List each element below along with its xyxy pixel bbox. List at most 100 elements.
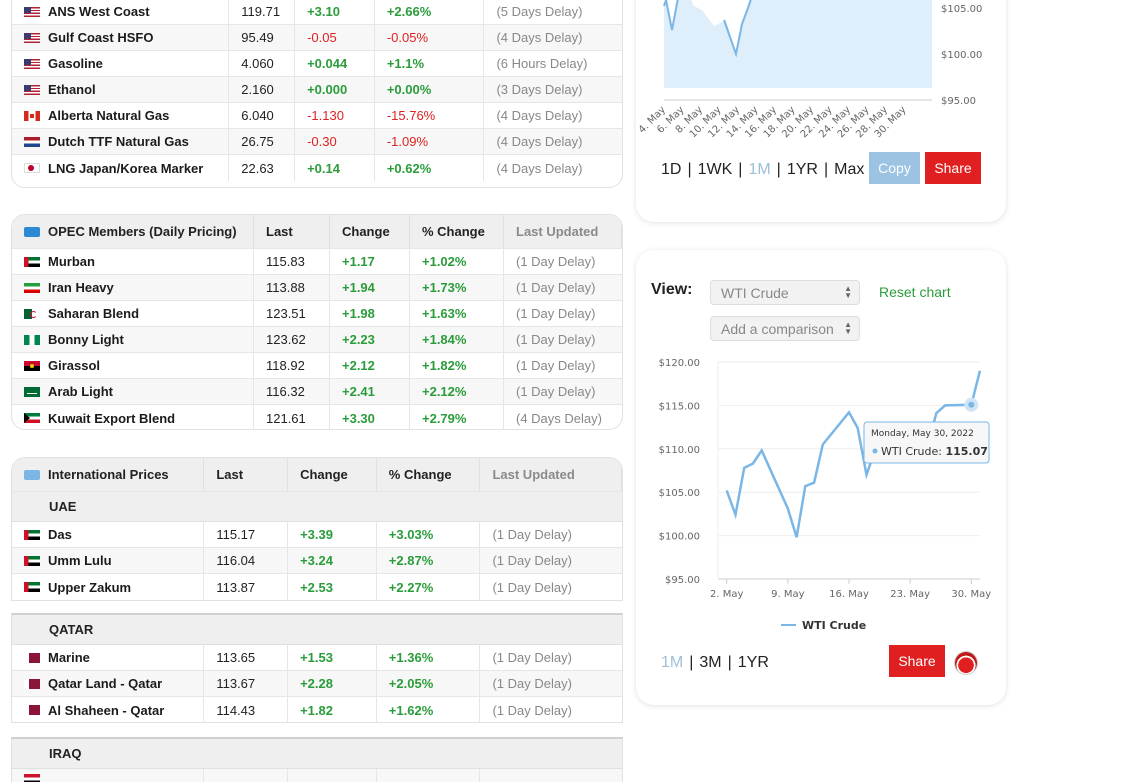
commodity-name-cell[interactable]: Das bbox=[12, 522, 205, 547]
commodity-name-cell[interactable]: Kuwait Export Blend bbox=[12, 405, 254, 429]
percent-change: +2.66% bbox=[375, 0, 485, 24]
oil-drop-icon[interactable] bbox=[955, 652, 977, 674]
last-price: 121.61 bbox=[254, 405, 330, 429]
commodity-name-cell[interactable]: ANS West Coast bbox=[12, 0, 230, 24]
table-row[interactable]: Umm Lulu 116.04 +3.24 +2.87% (1 Day Delay) bbox=[12, 548, 622, 574]
commodity-name-cell[interactable]: Iran Heavy bbox=[12, 275, 254, 300]
commodity-name-cell[interactable]: Saharan Blend bbox=[12, 301, 254, 326]
table-row[interactable]: Alberta Natural Gas 6.040 -1.130 -15.76% (4 … bbox=[12, 103, 622, 129]
commodity-name[interactable]: Arab Light bbox=[48, 384, 113, 399]
commodity-name[interactable]: Saharan Blend bbox=[48, 306, 140, 321]
table-row[interactable]: ANS West Coast 119.71 +3.10 +2.66% (5 Days D… bbox=[12, 0, 622, 25]
commodity-name-cell[interactable]: Arab Light bbox=[12, 379, 254, 404]
table-row[interactable]: Gulf Coast HSFO 95.49 -0.05 -0.05% (4 Days D… bbox=[12, 25, 622, 51]
table-row[interactable]: Saharan Blend 123.51 +1.98 +1.63% (1 Day Del… bbox=[12, 301, 622, 327]
price-change: +3.10 bbox=[295, 0, 375, 24]
commodity-name[interactable]: Umm Lulu bbox=[48, 553, 112, 568]
table-row[interactable]: Murban 115.83 +1.17 +1.02% (1 Day Delay) bbox=[12, 249, 622, 275]
intl-header-change[interactable]: Change bbox=[288, 458, 377, 491]
price-chart-card: $105.00 $100.00 $95.00 4. May 6. May 8. Ma… bbox=[636, 0, 1006, 222]
commodity-name[interactable]: LNG Japan/Korea Marker bbox=[48, 160, 204, 176]
commodity-name[interactable]: Girassol bbox=[48, 358, 101, 373]
table-row[interactable]: Girassol 118.92 +2.12 +1.82% (1 Day Delay) bbox=[12, 353, 622, 379]
commodity-name-cell[interactable]: Dutch TTF Natural Gas bbox=[12, 129, 230, 154]
commodity-name-cell[interactable]: Gasoline bbox=[12, 51, 230, 76]
intl-header-last[interactable]: Last bbox=[204, 458, 289, 491]
commodity-name[interactable]: Dutch TTF Natural Gas bbox=[48, 134, 189, 149]
reset-chart-link[interactable]: Reset chart bbox=[879, 284, 951, 300]
last-price: 115.83 bbox=[254, 249, 330, 274]
commodity-name-cell[interactable]: Qatar Land - Qatar bbox=[12, 671, 205, 696]
price-change: +1.82 bbox=[288, 697, 377, 723]
table-row[interactable]: Iran Heavy 113.88 +1.94 +1.73% (1 Day Delay) bbox=[12, 275, 622, 301]
price-change: +0.000 bbox=[295, 77, 375, 102]
commodity-name-cell[interactable]: Marine bbox=[12, 645, 205, 670]
x-tick: 2. May bbox=[710, 589, 743, 600]
commodity-name[interactable]: Murban bbox=[48, 254, 95, 269]
commodity-name[interactable]: Bonny Light bbox=[48, 332, 124, 347]
commodity-name-cell[interactable]: LNG Japan/Korea Marker bbox=[12, 155, 230, 181]
intl-header-updated[interactable]: Last Updated bbox=[480, 458, 622, 491]
table-row[interactable]: LNG Japan/Korea Marker 22.63 +0.14 +0.62% (4… bbox=[12, 155, 622, 181]
table-row[interactable]: Das 115.17 +3.39 +3.03% (1 Day Delay) bbox=[12, 522, 622, 548]
commodity-name-cell[interactable]: Al Shaheen - Qatar bbox=[12, 697, 205, 723]
commodity-name[interactable]: Alberta Natural Gas bbox=[48, 108, 170, 123]
commodity-select[interactable]: WTI Crude ▲ ▼ bbox=[710, 280, 860, 305]
range-1m[interactable]: 1M bbox=[748, 161, 771, 178]
range-1yr[interactable]: 1YR bbox=[786, 161, 818, 178]
commodity-name[interactable]: Ethanol bbox=[48, 82, 96, 97]
comparison-select[interactable]: Add a comparison ▲ ▼ bbox=[710, 316, 860, 341]
opec-header-pct[interactable]: % Change bbox=[410, 215, 504, 248]
commodity-name[interactable]: Marine bbox=[48, 650, 90, 665]
intl-header-name[interactable]: International Prices bbox=[48, 467, 169, 482]
commodity-name[interactable]: Gasoline bbox=[48, 56, 103, 71]
chart-legend[interactable]: WTI Crude bbox=[781, 619, 866, 632]
range-3m[interactable]: 3M bbox=[699, 654, 722, 671]
commodity-name[interactable]: Qatar Land - Qatar bbox=[48, 676, 163, 691]
commodity-name[interactable]: Upper Zakum bbox=[48, 579, 132, 595]
commodity-name-cell[interactable]: Murban bbox=[12, 249, 254, 274]
copy-button[interactable]: Copy bbox=[869, 152, 920, 184]
commodity-name[interactable]: Kuwait Export Blend bbox=[48, 410, 176, 426]
range-max[interactable]: Max bbox=[834, 161, 865, 178]
wti-price-chart[interactable]: $95.00 $100.00 $105.00 $110.00 $115.00 $120.0… bbox=[636, 345, 1006, 635]
table-row[interactable]: Qatar Land - Qatar 113.67 +2.28 +2.05% (1 Da… bbox=[12, 671, 622, 697]
table-row[interactable]: Bonny Light 123.62 +2.23 +1.84% (1 Day Delay… bbox=[12, 327, 622, 353]
intl-table-header: International Prices Last Change % Chang… bbox=[12, 458, 622, 492]
share-button[interactable]: Share bbox=[925, 152, 981, 184]
opec-header-name[interactable]: OPEC Members (Daily Pricing) bbox=[48, 224, 237, 239]
range-1d[interactable]: 1D bbox=[661, 161, 682, 178]
table-row[interactable]: Dutch TTF Natural Gas 26.75 -0.30 -1.09% (4 … bbox=[12, 129, 622, 155]
table-row[interactable]: Kuwait Export Blend 121.61 +3.30 +2.79% (4 D… bbox=[12, 405, 622, 429]
commodity-name[interactable]: ANS West Coast bbox=[48, 4, 150, 19]
tooltip-series: WTI Crude: bbox=[881, 445, 942, 458]
commodity-name-cell[interactable]: Alberta Natural Gas bbox=[12, 103, 230, 128]
table-row[interactable]: Al Shaheen - Qatar 114.43 +1.82 +1.62% (1 Da… bbox=[12, 697, 622, 723]
commodity-name[interactable]: Al Shaheen - Qatar bbox=[48, 702, 165, 718]
table-row[interactable]: Marine 113.65 +1.53 +1.36% (1 Day Delay) bbox=[12, 645, 622, 671]
table-row[interactable]: Ethanol 2.160 +0.000 +0.00% (3 Days Delay) bbox=[12, 77, 622, 103]
price-change: +1.17 bbox=[330, 249, 410, 274]
commodity-name-cell[interactable]: Umm Lulu bbox=[12, 548, 205, 573]
commodity-name[interactable]: Iran Heavy bbox=[48, 280, 114, 295]
range-1yr[interactable]: 1YR bbox=[737, 654, 769, 671]
table-row[interactable]: Upper Zakum 113.87 +2.53 +2.27% (1 Day Delay… bbox=[12, 574, 622, 600]
opec-header-change[interactable]: Change bbox=[330, 215, 410, 248]
opec-header-updated[interactable]: Last Updated bbox=[504, 215, 622, 248]
commodity-name-cell[interactable]: Gulf Coast HSFO bbox=[12, 25, 230, 50]
svg-text:WTI Crude: 115.07: WTI Crude: 115.07 bbox=[881, 445, 988, 458]
commodity-name[interactable]: Gulf Coast HSFO bbox=[48, 30, 154, 45]
commodity-name-cell[interactable]: Bonny Light bbox=[12, 327, 254, 352]
commodity-name-cell[interactable]: Upper Zakum bbox=[12, 574, 205, 600]
table-row[interactable]: Gasoline 4.060 +0.044 +1.1% (6 Hours Delay) bbox=[12, 51, 622, 77]
commodity-name-cell[interactable]: Girassol bbox=[12, 353, 254, 378]
table-row[interactable]: Arab Light 116.32 +2.41 +2.12% (1 Day Delay) bbox=[12, 379, 622, 405]
commodity-name-cell[interactable]: Ethanol bbox=[12, 77, 230, 102]
share-button[interactable]: Share bbox=[889, 645, 945, 677]
opec-header-last[interactable]: Last bbox=[254, 215, 330, 248]
commodity-name[interactable]: Das bbox=[48, 527, 72, 542]
range-1m[interactable]: 1M bbox=[661, 654, 684, 671]
intl-header-pct[interactable]: % Change bbox=[377, 458, 481, 491]
range-1wk[interactable]: 1WK bbox=[697, 161, 733, 178]
